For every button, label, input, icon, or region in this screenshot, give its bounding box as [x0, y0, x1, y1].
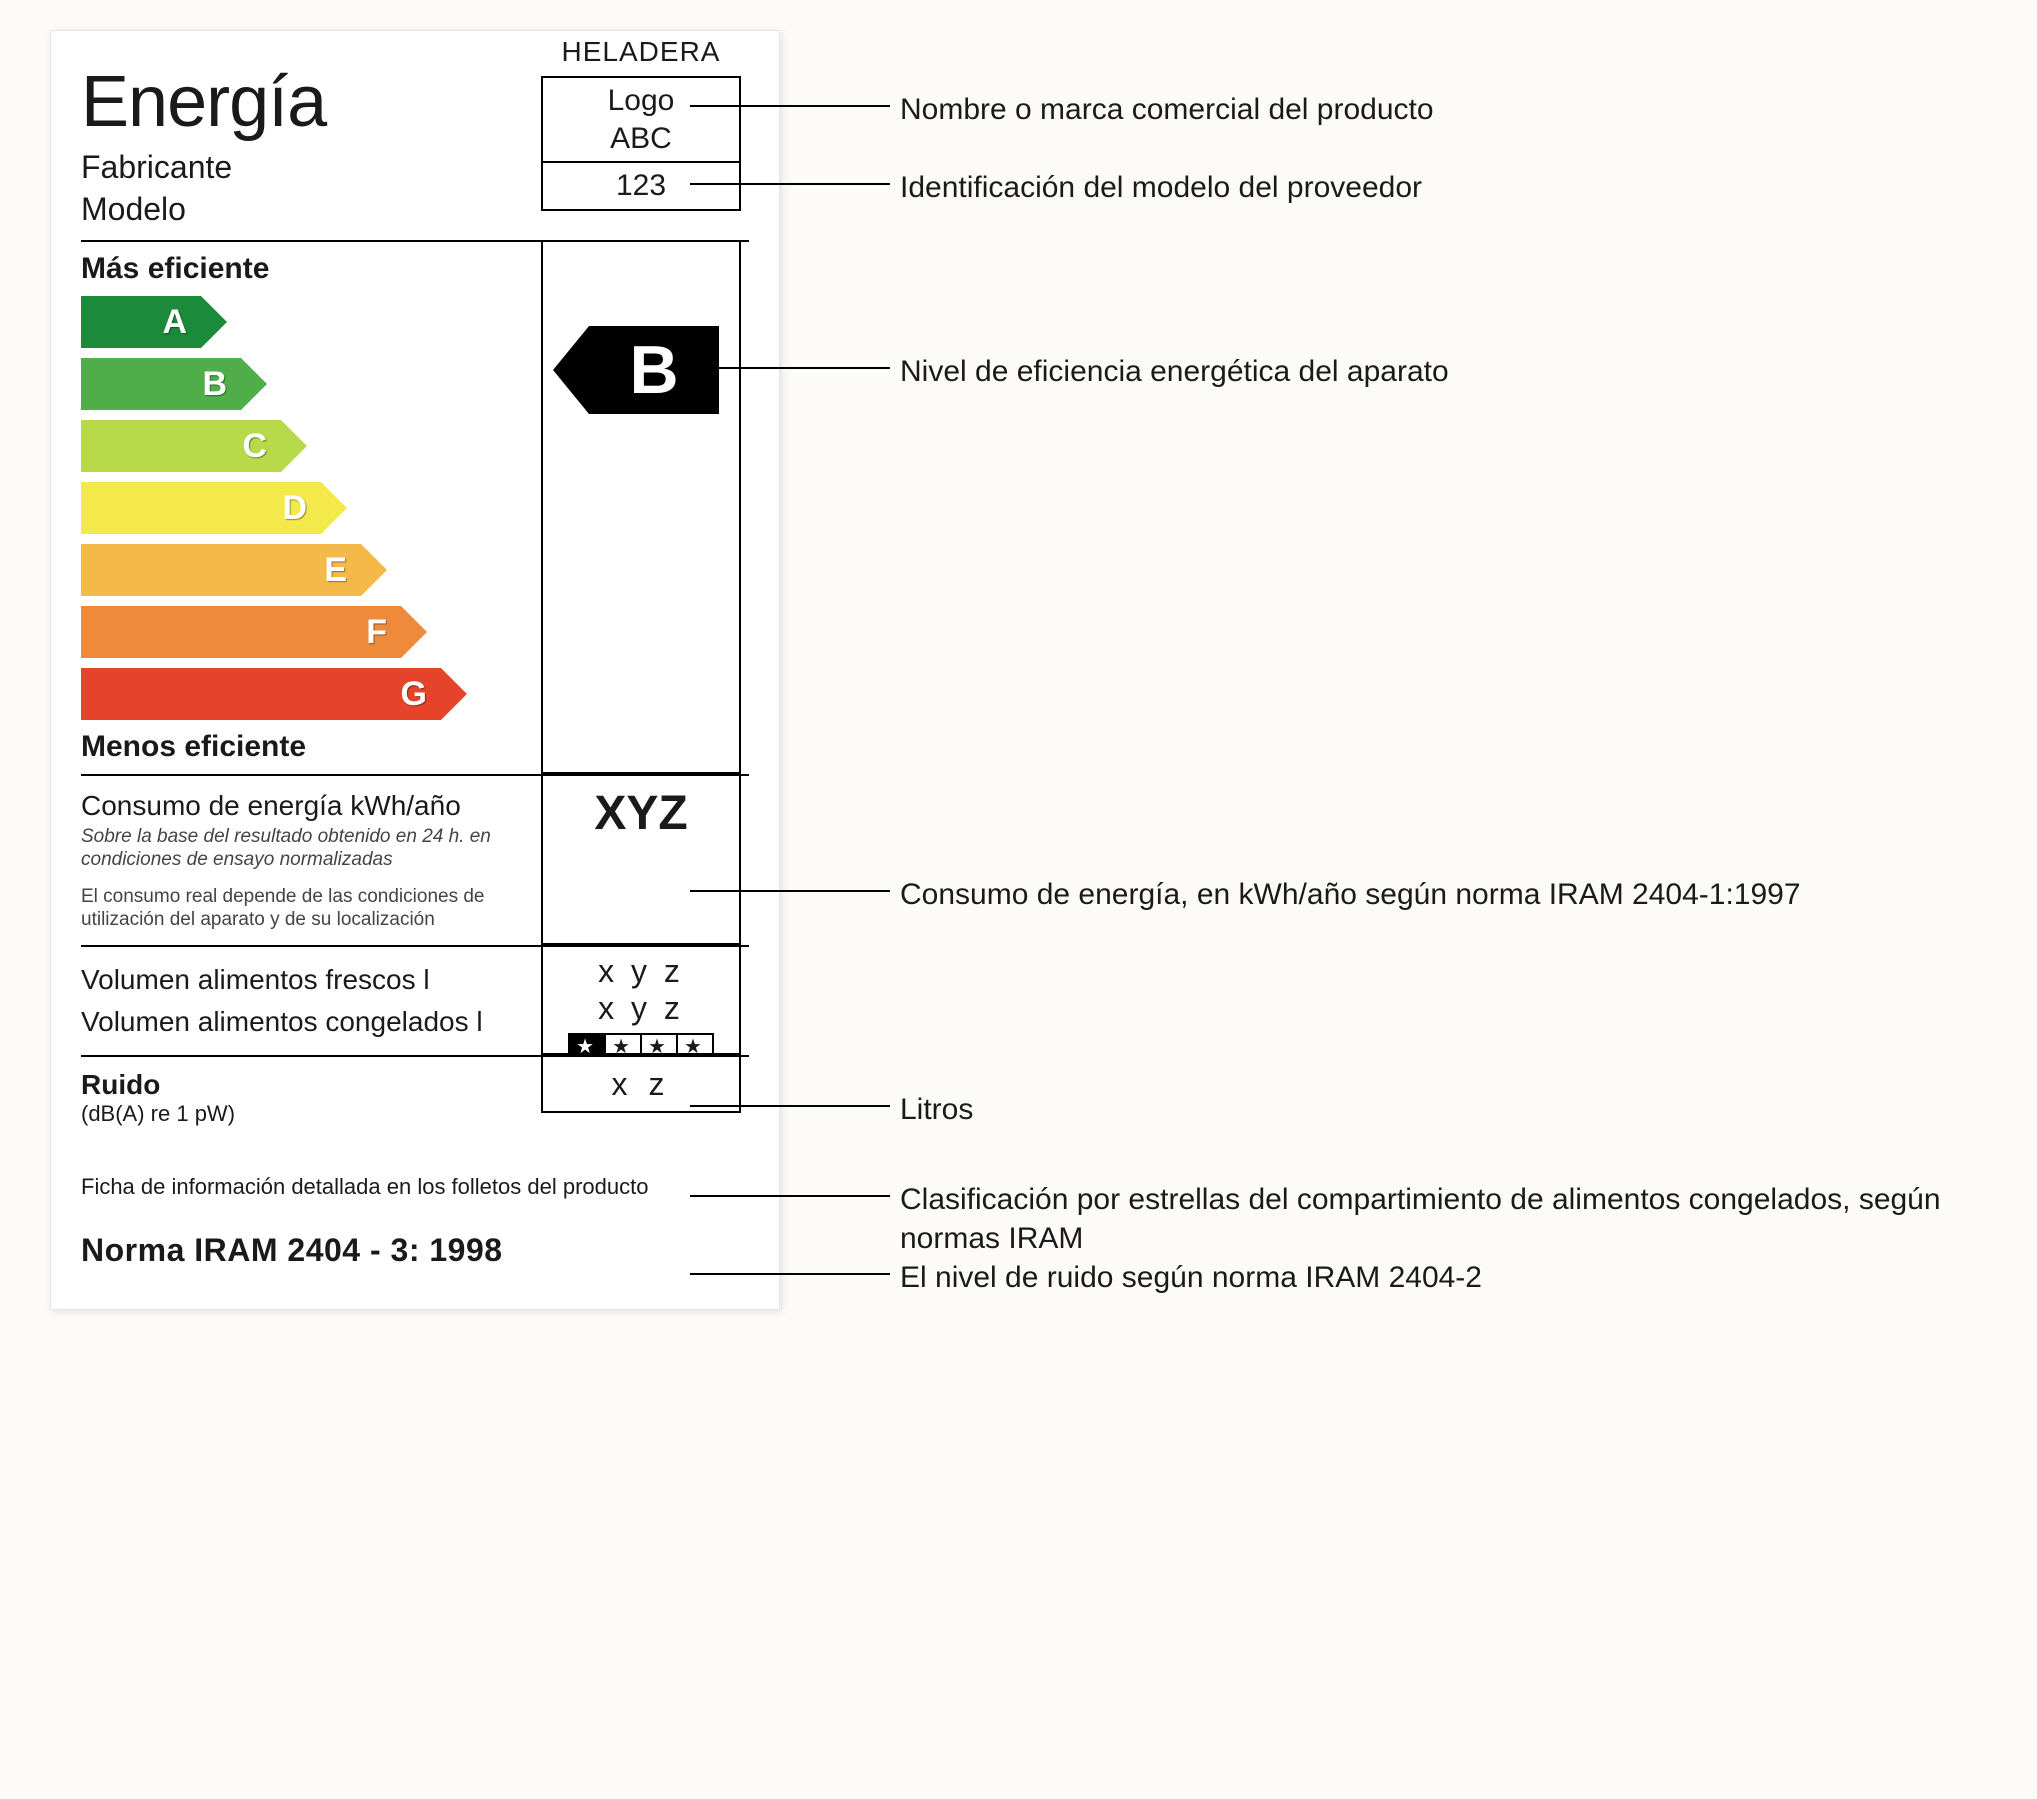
footer-note: Ficha de información detallada en los fo…	[51, 1173, 779, 1222]
arrow-body-C: C	[81, 420, 281, 472]
energy-label-card: HELADERA Energía Fabricante Modelo Logo …	[50, 30, 780, 1310]
annotation-stars: Clasificación por estrellas del comparti…	[900, 1180, 2000, 1258]
consumption-section: Consumo de energía kWh/año Sobre la base…	[51, 776, 779, 945]
consumption-value: XYZ	[541, 776, 741, 945]
leader-line-model	[690, 183, 890, 185]
arrow-tip-A	[201, 296, 227, 348]
annotation-rating: Nivel de eficiencia energética del apara…	[900, 352, 1449, 391]
model-value-cell: 123	[543, 163, 739, 211]
arrow-tip-D	[321, 482, 347, 534]
volumes-right: x y z x y z ★★★★	[541, 947, 741, 1055]
arrow-tip-E	[361, 544, 387, 596]
leader-line-noise	[690, 1273, 890, 1275]
star-cell-1: ★	[606, 1035, 642, 1059]
arrow-tip-G	[441, 668, 467, 720]
star-cell-0: ★	[570, 1035, 606, 1059]
star-cell-3: ★	[678, 1035, 712, 1059]
card-inner: HELADERA Energía Fabricante Modelo Logo …	[51, 31, 779, 1309]
annotation-model: Identificación del modelo del proveedor	[900, 168, 1422, 207]
volumes-section: Volumen alimentos frescos l Volumen alim…	[51, 947, 779, 1055]
header-section: HELADERA Energía Fabricante Modelo Logo …	[51, 31, 779, 240]
annotation-noise: El nivel de ruido según norma IRAM 2404-…	[900, 1258, 1482, 1297]
leader-line-liters	[690, 1105, 890, 1107]
arrow-body-D: D	[81, 482, 321, 534]
appliance-type: HELADERA	[541, 36, 741, 68]
rating-letter: B	[589, 326, 719, 414]
fresh-volume-value: x y z	[598, 953, 684, 990]
annotation-brand: Nombre o marca comercial del producto	[900, 90, 1434, 129]
leader-line-brand	[690, 105, 890, 107]
star-cell-2: ★	[642, 1035, 678, 1059]
arrow-body-F: F	[81, 606, 401, 658]
rating-arrow: B	[553, 326, 719, 414]
logo-line1: Logo	[608, 84, 675, 117]
frozen-volume-value: x y z	[598, 990, 684, 1027]
rating-arrow-tip	[553, 326, 589, 414]
arrow-body-B: B	[81, 358, 241, 410]
header-right-column: Logo ABC 123	[541, 76, 741, 211]
arrow-body-A: A	[81, 296, 201, 348]
annotation-consumption: Consumo de energía, en kWh/año según nor…	[900, 875, 1801, 914]
leader-line-consumption	[690, 890, 890, 892]
arrow-tip-C	[281, 420, 307, 472]
arrow-body-E: E	[81, 544, 361, 596]
rating-box: B	[541, 242, 741, 774]
arrow-tip-B	[241, 358, 267, 410]
arrow-tip-F	[401, 606, 427, 658]
logo-line2: ABC	[543, 120, 739, 158]
noise-section: Ruido (dB(A) re 1 pW) x z	[51, 1057, 779, 1173]
leader-line-stars	[690, 1195, 890, 1197]
efficiency-section: Más eficiente ABCDEFG Menos eficiente B	[51, 242, 779, 774]
logo-cell: Logo ABC	[543, 78, 739, 163]
annotation-liters: Litros	[900, 1090, 973, 1129]
norm-text: Norma IRAM 2404 - 3: 1998	[51, 1222, 779, 1309]
consumption-note: El consumo real depende de las condicion…	[81, 886, 501, 932]
arrow-body-G: G	[81, 668, 441, 720]
consumption-sub: Sobre la base del resultado obtenido en …	[81, 826, 501, 872]
leader-line-rating	[690, 367, 890, 369]
